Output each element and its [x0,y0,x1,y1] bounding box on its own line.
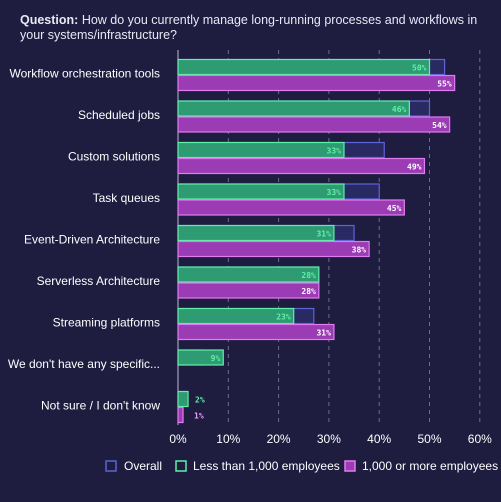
bar-less-than-1000 [177,307,295,325]
bar-less-than-1000 [177,349,224,366]
bar-1000-or-more [177,199,405,216]
legend-swatch [105,460,117,472]
x-tick-label: 20% [267,432,291,446]
value-label-less-than-1000: 2% [195,396,205,405]
value-label-1000-or-more: 38% [352,246,367,255]
bar-less-than-1000 [177,58,431,76]
legend-swatch [175,460,187,472]
bar-1000-or-more [177,406,184,424]
question-label: Question: [20,13,79,27]
legend-swatch [344,460,356,472]
value-label-less-than-1000: 33% [327,147,342,156]
bar-less-than-1000 [177,390,189,408]
bar-less-than-1000 [177,141,345,159]
bar-less-than-1000 [177,183,345,200]
value-label-1000-or-more: 31% [316,329,331,338]
category-label: We don't have any specific... [8,357,160,371]
category-label: Serverless Architecture [37,274,161,288]
value-label-1000-or-more: 1% [194,412,204,421]
value-label-less-than-1000: 50% [412,64,427,73]
question-body: How do you currently manage long-running… [20,13,478,42]
question-text: Question: How do you currently manage lo… [20,13,490,43]
value-label-1000-or-more: 54% [432,121,447,130]
value-label-less-than-1000: 31% [316,230,331,239]
bar-1000-or-more [177,157,426,175]
category-label: Not sure / I don't know [41,399,160,413]
x-tick-label: 30% [317,432,341,446]
value-label-1000-or-more: 45% [387,204,402,213]
category-label: Streaming platforms [53,316,160,330]
bar-1000-or-more [177,116,451,133]
legend-label: 1,000 or more employees [362,459,498,473]
bar-less-than-1000 [177,224,335,242]
value-label-less-than-1000: 23% [276,313,291,322]
category-label: Event-Driven Architecture [24,233,160,247]
value-label-1000-or-more: 28% [301,287,316,296]
category-label: Custom solutions [68,150,160,164]
category-label: Scheduled jobs [78,108,160,122]
bar-less-than-1000 [177,266,320,283]
x-tick-label: 60% [468,432,492,446]
value-label-less-than-1000: 33% [327,188,342,197]
value-label-less-than-1000: 46% [392,105,407,114]
bar-1000-or-more [177,282,320,299]
x-tick-label: 40% [367,432,391,446]
category-label: Workflow orchestration tools [9,67,160,81]
value-label-less-than-1000: 28% [301,271,316,280]
x-tick-label: 0% [169,432,187,446]
category-label: Task queues [93,191,160,205]
bar-1000-or-more [177,240,370,258]
bar-less-than-1000 [177,100,410,117]
legend-label: Overall [124,459,162,473]
value-label-1000-or-more: 49% [407,163,422,172]
value-label-1000-or-more: 55% [437,80,452,89]
bar-1000-or-more [177,323,335,341]
bar-1000-or-more [177,74,456,92]
legend-label: Less than 1,000 employees [193,459,340,473]
x-tick-label: 50% [417,432,441,446]
x-tick-label: 10% [216,432,240,446]
value-label-less-than-1000: 9% [211,354,221,363]
